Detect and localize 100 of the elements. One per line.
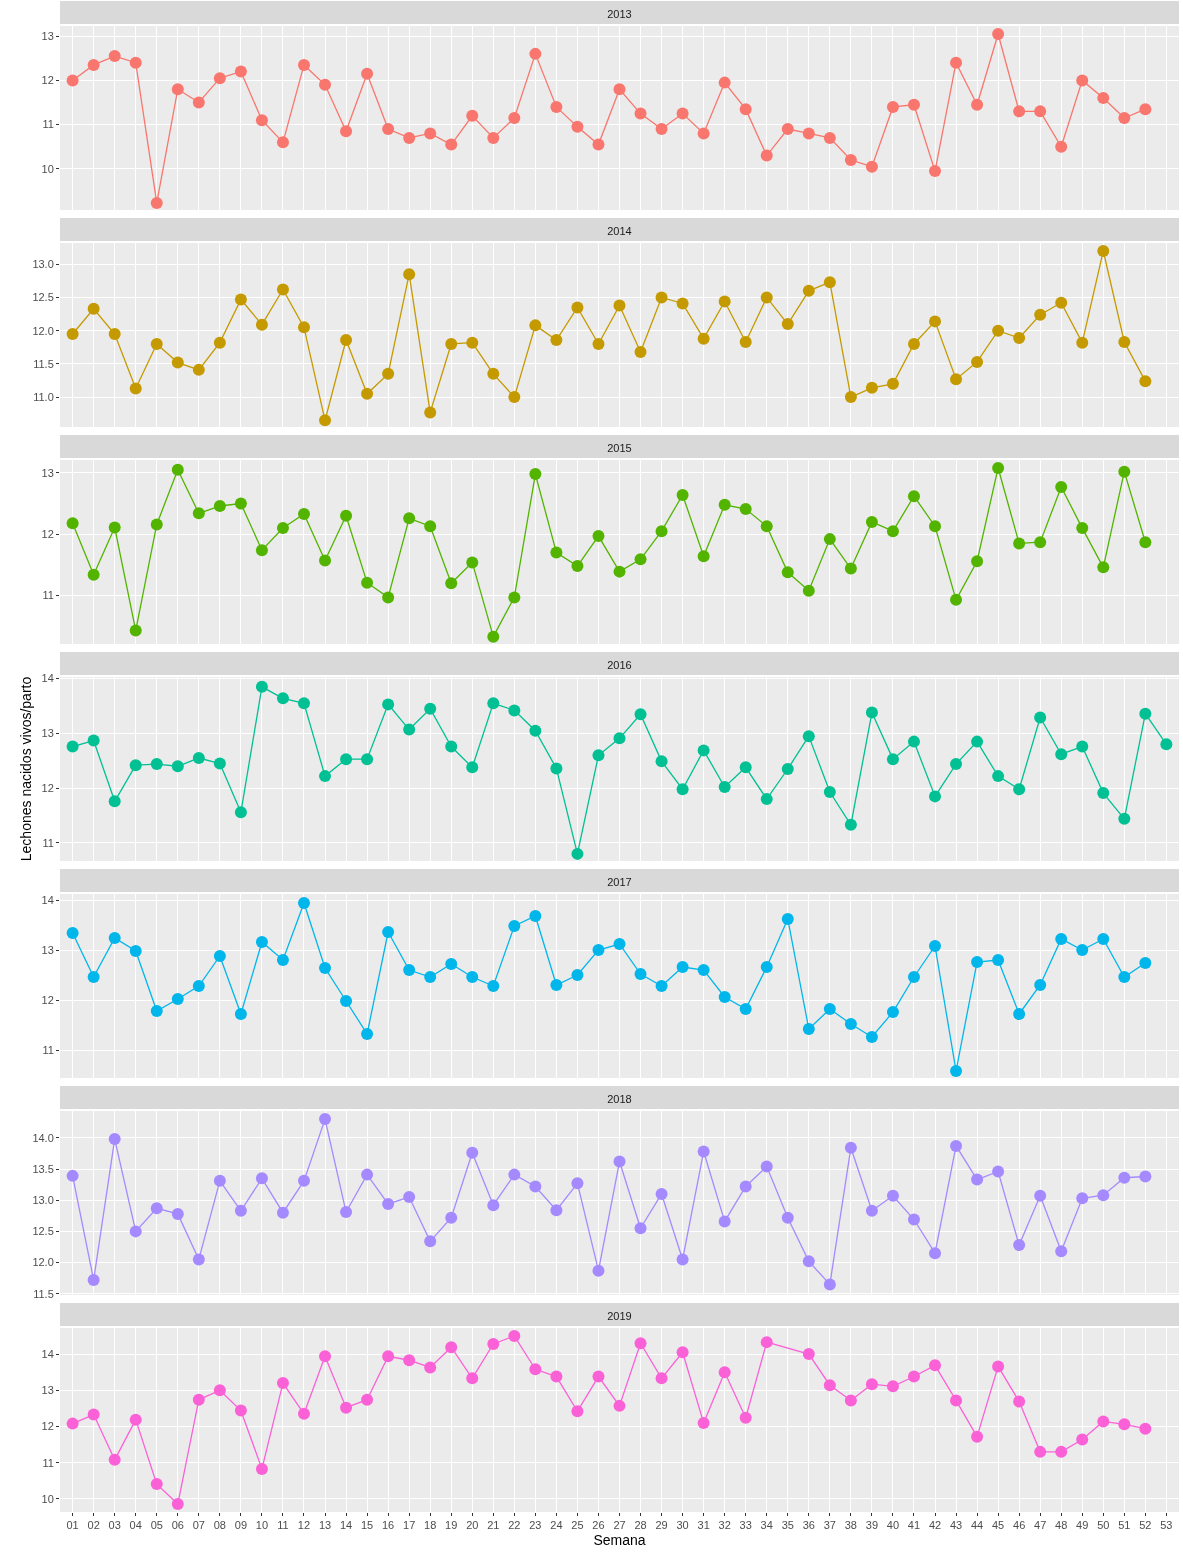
point xyxy=(276,954,289,966)
x-tick-label: 19 xyxy=(445,1519,458,1532)
point xyxy=(1097,1415,1110,1428)
y-tick-label: 11 xyxy=(42,1043,54,1056)
point xyxy=(886,525,899,538)
point xyxy=(613,83,626,96)
point xyxy=(319,78,332,91)
point xyxy=(739,761,752,774)
point xyxy=(87,1274,100,1287)
point xyxy=(487,697,500,710)
point xyxy=(1076,944,1089,956)
point xyxy=(950,56,963,69)
point xyxy=(697,1145,710,1158)
x-tick-label: 17 xyxy=(403,1519,416,1532)
x-tick-label: 05 xyxy=(150,1519,163,1532)
point xyxy=(466,1146,479,1159)
point xyxy=(718,781,731,794)
chart-title: 2013 xyxy=(607,7,632,20)
point xyxy=(781,763,794,775)
point xyxy=(634,553,647,566)
point xyxy=(445,337,458,350)
x-tick-label: 10 xyxy=(255,1519,269,1532)
point xyxy=(802,730,815,743)
point xyxy=(844,562,857,575)
point xyxy=(1055,1245,1068,1258)
point xyxy=(1034,536,1047,549)
point xyxy=(1013,1008,1026,1020)
point xyxy=(213,757,226,770)
point xyxy=(592,138,605,151)
point xyxy=(150,518,163,531)
point xyxy=(424,702,437,715)
point xyxy=(66,740,79,753)
point xyxy=(992,1165,1005,1178)
point xyxy=(592,944,605,956)
x-tick-label: 36 xyxy=(802,1519,815,1532)
point xyxy=(108,521,121,534)
point xyxy=(403,1354,416,1367)
point xyxy=(529,1363,542,1376)
chart-title: 2017 xyxy=(607,875,632,888)
x-tick-label: 24 xyxy=(550,1519,563,1532)
point xyxy=(298,507,310,520)
point xyxy=(129,382,142,395)
x-tick-label: 39 xyxy=(865,1519,879,1532)
point xyxy=(1055,748,1068,761)
point xyxy=(634,107,647,120)
point xyxy=(550,979,563,991)
point xyxy=(361,1393,374,1406)
point xyxy=(655,980,668,992)
point xyxy=(129,759,142,772)
point xyxy=(802,284,815,297)
x-tick-label: 49 xyxy=(1076,1519,1089,1532)
x-tick-label: 13 xyxy=(318,1519,332,1532)
point xyxy=(234,65,247,78)
point xyxy=(802,1023,815,1035)
point xyxy=(929,1359,942,1372)
point xyxy=(1118,465,1131,478)
y-tick-label: 11 xyxy=(42,836,54,849)
point xyxy=(276,692,289,705)
y-tick-label: 11 xyxy=(42,589,54,602)
y-tick-label: 12.5 xyxy=(32,1225,54,1238)
point xyxy=(844,1141,857,1154)
y-tick-label: 10 xyxy=(41,1492,54,1505)
point xyxy=(171,356,184,369)
y-tick-label: 12.5 xyxy=(32,291,54,304)
point xyxy=(1118,335,1131,348)
point xyxy=(129,1413,142,1426)
point xyxy=(655,123,668,136)
point xyxy=(1076,522,1089,535)
point xyxy=(319,962,332,974)
point xyxy=(823,786,836,798)
y-tick-label: 11 xyxy=(42,1456,54,1469)
point xyxy=(971,355,984,368)
point xyxy=(823,1003,836,1015)
point xyxy=(424,520,437,533)
y-tick-label: 11.5 xyxy=(33,1287,54,1300)
point xyxy=(129,56,142,69)
point xyxy=(466,109,479,122)
point xyxy=(1139,707,1152,720)
point xyxy=(781,123,794,136)
point xyxy=(1139,103,1152,116)
point xyxy=(676,961,689,973)
point xyxy=(950,1394,963,1407)
point xyxy=(150,1478,163,1491)
point xyxy=(466,336,479,349)
x-tick-label: 08 xyxy=(213,1519,226,1532)
point xyxy=(823,276,836,289)
point xyxy=(655,1187,668,1200)
point xyxy=(950,373,963,386)
point xyxy=(613,1399,626,1412)
point xyxy=(802,584,815,597)
x-tick-label: 38 xyxy=(844,1519,857,1532)
point xyxy=(382,1350,395,1363)
point xyxy=(255,936,268,948)
point xyxy=(319,554,332,567)
point xyxy=(1034,308,1047,321)
point xyxy=(150,196,163,209)
point xyxy=(508,1168,521,1181)
point xyxy=(929,790,942,803)
chart-title: 2014 xyxy=(607,224,632,237)
point xyxy=(361,576,374,589)
